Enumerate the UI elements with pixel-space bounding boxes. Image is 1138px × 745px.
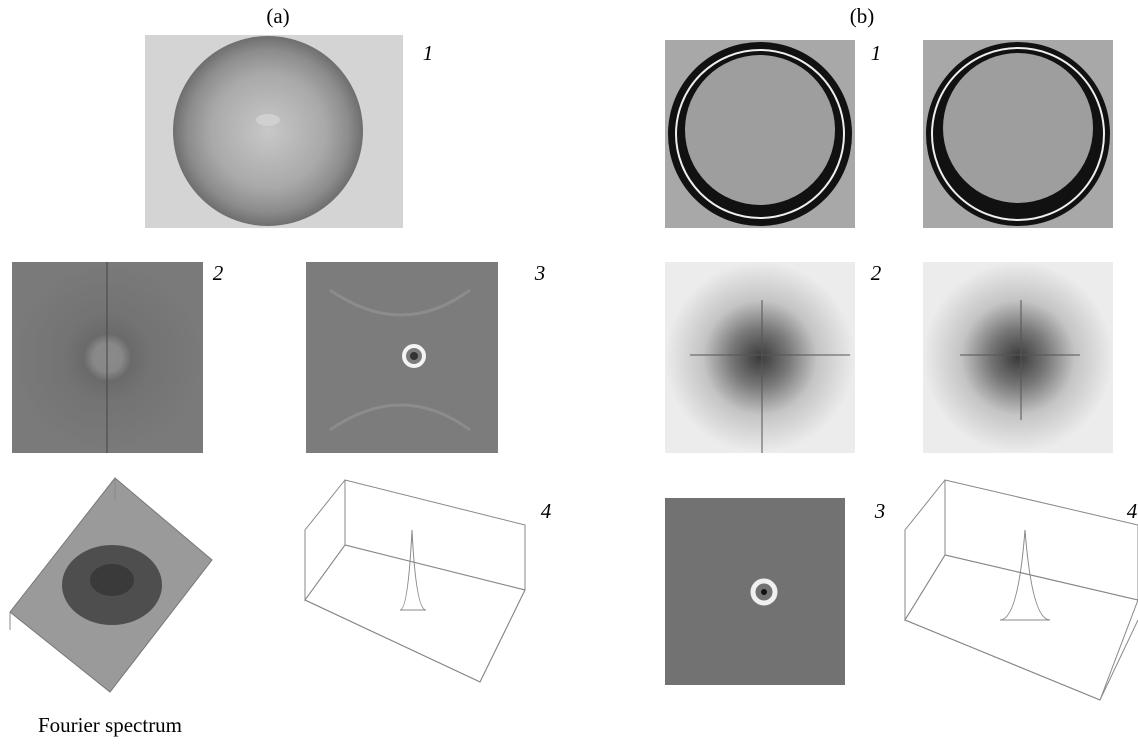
- image-1b: [665, 40, 1113, 228]
- surface-plot-a4: [305, 480, 525, 682]
- image-2b: [665, 262, 1113, 453]
- panel-number: 2: [213, 261, 224, 285]
- panel-label: (b): [850, 4, 875, 28]
- panel-number: 4: [1127, 499, 1138, 523]
- surface-plot-b4: [905, 480, 1138, 700]
- figure: (a) 1 2 3 4 Fourier spectrum (b) 1 2 3 4: [0, 0, 1138, 745]
- panel-number: 1: [423, 41, 434, 65]
- panel-number: 3: [534, 261, 546, 285]
- image-3a: [306, 262, 498, 453]
- surface-plot-a: [10, 478, 212, 692]
- image-3b: [665, 498, 845, 685]
- image-1a: [145, 35, 403, 228]
- page: (a) 1 2 3 4 Fourier spectrum (b) 1 2 3 4…: [0, 0, 1138, 745]
- panel-number: 4: [541, 499, 552, 523]
- panel-label: (a): [266, 4, 289, 28]
- caption: Fourier spectrum: [38, 713, 182, 737]
- panel-number: 2: [871, 261, 882, 285]
- image-2a: [12, 262, 203, 453]
- panel-number: 3: [874, 499, 886, 523]
- panel-number: 1: [871, 41, 882, 65]
